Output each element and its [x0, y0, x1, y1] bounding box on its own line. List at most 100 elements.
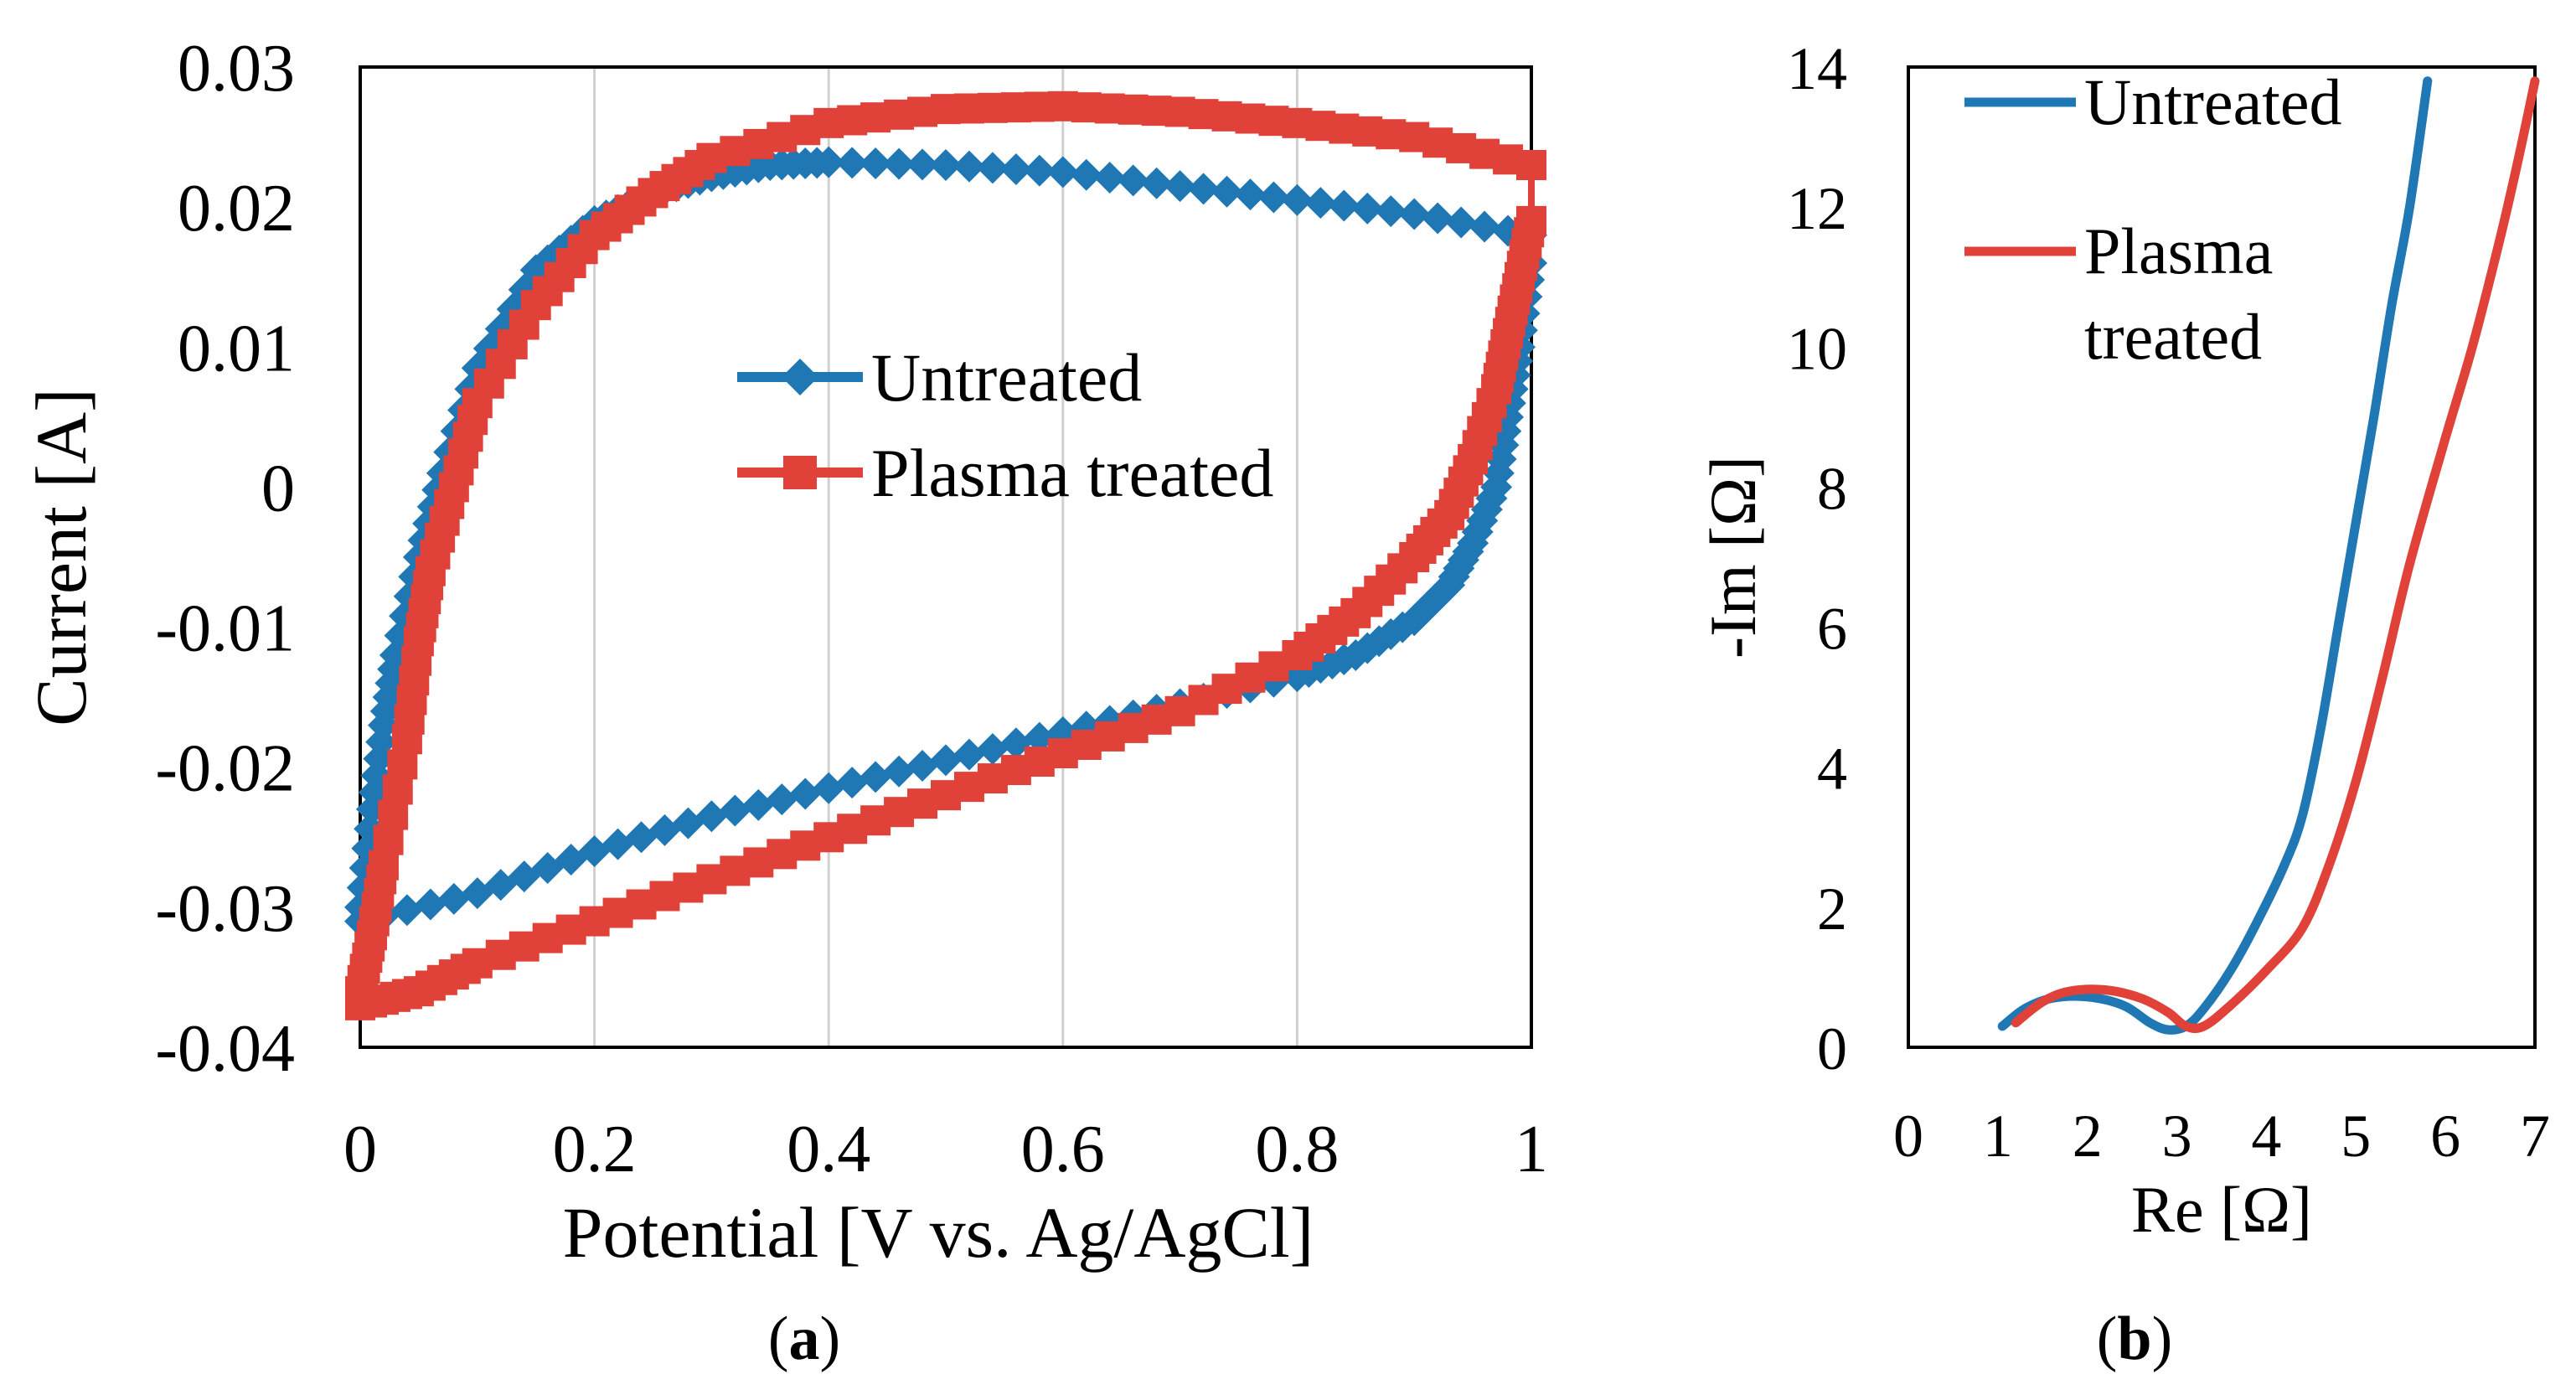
- panel-a-legend: Untreated Plasma treated: [737, 339, 1273, 511]
- panel-a-data-point-untreated: [578, 835, 611, 867]
- panel-b-y-tick-label: 0: [1817, 1015, 1847, 1082]
- panel-a-data-point-untreated: [766, 783, 798, 816]
- panel-a-caption: (a): [768, 1304, 840, 1373]
- panel-a-data-point-untreated: [1398, 198, 1431, 230]
- panel-a-data-point-untreated: [1187, 173, 1220, 205]
- panel-a-x-tick-label: 0.6: [1021, 1113, 1105, 1186]
- panel-b-y-tick-label: 12: [1787, 175, 1847, 242]
- panel-b-x-tick-label: 1: [1983, 1103, 2013, 1170]
- panel-a-data-point-untreated: [1351, 192, 1384, 225]
- panel-a-data-point-untreated: [1375, 195, 1407, 228]
- panel-a-data-point-untreated: [719, 794, 751, 827]
- panel-b-series-group: [1997, 76, 2540, 1035]
- panel-a-data-point-plasma-treated: [373, 824, 404, 855]
- panel-a-x-tick-label: 0.4: [787, 1113, 870, 1186]
- panel-b-x-tick-label: 4: [2251, 1103, 2281, 1170]
- panel-a-series-group: [344, 90, 1547, 1020]
- panel-b-y-tick-label: 14: [1787, 35, 1847, 102]
- panel-a-data-point-untreated: [1070, 158, 1102, 191]
- panel-a-data-point-untreated: [1328, 189, 1360, 222]
- panel-a-x-tick-label: 0.8: [1255, 1113, 1339, 1186]
- panel-a-y-tick-label: -0.04: [155, 1012, 295, 1086]
- panel-a-data-point-untreated: [390, 894, 423, 927]
- panel-b-caption-letter: b: [2117, 1304, 2151, 1373]
- panel-a-data-point-untreated: [976, 152, 1009, 184]
- panel-a-y-tick-label: 0.02: [178, 172, 295, 245]
- panel-b-x-tick-label: 6: [2430, 1103, 2460, 1170]
- panel-a-data-point-untreated: [906, 148, 939, 181]
- panel-a-legend-untreated-marker: [737, 359, 863, 395]
- panel-a-legend-plasma-label: Plasma treated: [871, 435, 1273, 511]
- panel-a-legend-untreated-label: Untreated: [871, 339, 1142, 416]
- panel-b-y-tick-label: 2: [1817, 876, 1847, 943]
- panel-a-y-tick-label: 0: [261, 452, 295, 525]
- panel-b-legend-plasma-label-line1: Plasma: [2084, 214, 2273, 287]
- panel-a-y-tick-label: -0.02: [155, 732, 295, 806]
- panel-b-legend: Untreated Plasma treated: [1964, 65, 2342, 373]
- panel-a-data-point-untreated: [813, 772, 845, 804]
- panel-a-data-point-untreated: [906, 750, 939, 783]
- panel-a-x-axis-title: Potential [V vs. Ag/AgCl]: [563, 1192, 1314, 1273]
- panel-b-x-tick-label: 3: [2162, 1103, 2192, 1170]
- panel-a-data-point-untreated: [883, 147, 916, 180]
- panel-a-data-point-plasma-treated: [1516, 205, 1546, 236]
- panel-a-x-tick-label: 0.2: [553, 1113, 637, 1186]
- panel-a-data-point-untreated: [952, 738, 985, 771]
- panel-b-caption: (b): [2097, 1304, 2172, 1373]
- panel-a-data-point-plasma-treated: [345, 976, 375, 1007]
- panel-a-plot-frame: [359, 65, 1533, 1049]
- panel-a-y-tick-label: -0.03: [155, 872, 295, 946]
- panel-a-data-point-untreated: [1117, 164, 1149, 197]
- panel-a-data-point-untreated: [1469, 210, 1501, 243]
- panel-a-data-point-untreated: [836, 767, 869, 799]
- panel-a-data-point-untreated: [999, 727, 1032, 760]
- panel-a-data-point-untreated: [930, 744, 962, 777]
- panel-b-y-tick-label: 6: [1817, 596, 1847, 663]
- panel-a-data-point-plasma-treated: [391, 724, 422, 755]
- panel-a-data-point-untreated: [695, 800, 728, 833]
- panel-a-data-point-untreated: [836, 147, 869, 179]
- panel-a-data-point-untreated: [860, 761, 892, 793]
- panel-b-y-tick-label: 4: [1817, 736, 1847, 803]
- panel-a-data-point-untreated: [1164, 170, 1196, 203]
- panel-a-data-point-untreated: [672, 807, 705, 839]
- panel-b-x-tick-label: 0: [1893, 1103, 1923, 1170]
- panel-a-data-point-untreated: [1140, 167, 1173, 199]
- panel-a-data-point-untreated: [1304, 187, 1337, 220]
- panel-a-data-point-untreated: [648, 814, 681, 846]
- panel-a-data-point-untreated: [1046, 156, 1079, 189]
- panel-a-caption-letter: a: [789, 1304, 820, 1373]
- panel-a-data-point-untreated: [1023, 154, 1056, 187]
- panel-a-y-tick-label: 0.03: [178, 32, 295, 106]
- panel-b-y-tick-label: 8: [1817, 455, 1847, 522]
- panel-a-y-axis-title: Current [A]: [21, 388, 101, 726]
- panel-b-x-tick-label: 2: [2073, 1103, 2103, 1170]
- panel-a-y-tick-label: -0.01: [155, 592, 295, 666]
- panel-a-data-point-untreated: [601, 828, 634, 860]
- panel-a-x-tick-labels: 0 0.2 0.4 0.6 0.8 1: [343, 1113, 1548, 1186]
- panel-b-y-tick-labels: 14 12 10 8 6 4 2 0: [1787, 35, 1847, 1082]
- panel-a-y-tick-label: 0.01: [178, 312, 295, 385]
- panel-a-data-point-untreated: [1211, 175, 1243, 208]
- panel-b-series-line-untreated: [1997, 76, 2433, 1035]
- panel-a-data-point-untreated: [883, 755, 916, 788]
- panel-b-legend-plasma-label-line2: treated: [2084, 300, 2262, 373]
- panel-a-data-point-plasma-treated: [378, 799, 409, 830]
- panel-a-data-point-untreated: [1445, 206, 1478, 239]
- panel-a-legend-plasma-marker: [737, 456, 863, 489]
- panel-a-data-point-untreated: [789, 777, 822, 810]
- panel-a-y-tick-labels: 0.03 0.02 0.01 0 -0.01 -0.02 -0.03 -0.04: [155, 32, 295, 1086]
- panel-a-data-point-plasma-treated: [382, 774, 413, 805]
- panel-b-legend-untreated-label: Untreated: [2084, 65, 2342, 138]
- panel-b-x-axis-title: Re [Ω]: [2131, 1173, 2312, 1246]
- panel-a-data-point-untreated: [976, 732, 1009, 765]
- panel-a-data-point-plasma-treated: [387, 749, 418, 780]
- panel-a-data-point-untreated: [860, 147, 892, 179]
- panel-a-data-point-untreated: [1234, 178, 1267, 211]
- panel-b-plot-frame: [1907, 65, 2537, 1049]
- panel-a-data-point-untreated: [1281, 183, 1314, 216]
- panel-a-x-tick-label: 0: [343, 1113, 377, 1186]
